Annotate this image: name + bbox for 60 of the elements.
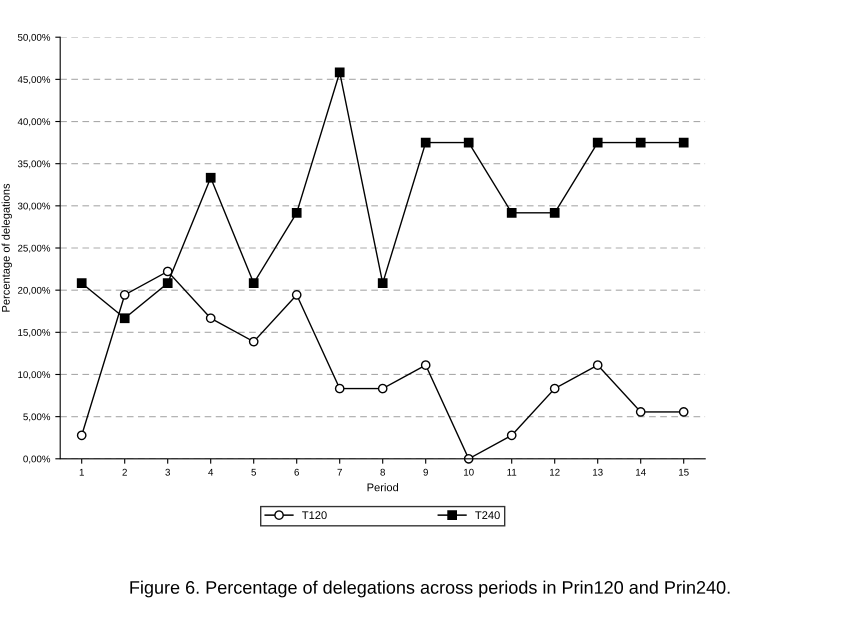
x-tick-label: 14 <box>636 468 646 476</box>
x-tick-label: 9 <box>423 468 428 476</box>
y-axis-title: Percentage of delegations <box>2 184 12 312</box>
point <box>120 313 130 324</box>
x-tick-label: 7 <box>337 468 342 476</box>
y-tick-label: 20,00% <box>18 286 50 295</box>
legend-label: T120 <box>302 511 327 520</box>
point <box>506 430 517 440</box>
y-tick-label: 15,00% <box>18 329 50 338</box>
point <box>292 290 302 300</box>
x-tick-label: 15 <box>679 468 689 476</box>
x-tick-label: 4 <box>208 468 214 476</box>
x-tick-label: 13 <box>593 468 603 476</box>
x-tick-label: 12 <box>550 468 560 476</box>
caption: Figure 6. Percentage of delegations across periods in Prin120 and Prin240. <box>130 580 730 598</box>
y-tick-label: 50,00% <box>18 34 50 42</box>
point <box>248 336 259 347</box>
point <box>592 138 603 148</box>
y-tick-label: 10,00% <box>18 371 50 380</box>
y-tick-label: 40,00% <box>18 118 50 126</box>
x-tick-label: 2 <box>122 468 127 476</box>
x-tick-label: 1 <box>80 468 84 476</box>
y-tick-label: 35,00% <box>18 160 50 168</box>
y-tick-label: 45,00% <box>18 76 50 84</box>
point <box>636 138 646 148</box>
point <box>506 208 517 218</box>
point <box>162 266 173 276</box>
point <box>334 68 345 78</box>
y-tick-label: 30,00% <box>18 202 50 211</box>
point <box>420 138 431 148</box>
y-tick-label: 25,00% <box>18 244 50 253</box>
x-tick-label: 11 <box>507 468 516 476</box>
x-tick-label: 5 <box>251 468 256 476</box>
point <box>420 360 431 370</box>
point <box>464 138 474 148</box>
x-tick-label: 8 <box>380 468 385 476</box>
point <box>550 384 560 394</box>
point <box>678 138 689 148</box>
point <box>592 360 603 370</box>
point <box>206 313 216 324</box>
x-tick-label: 6 <box>294 468 299 476</box>
point <box>120 290 130 300</box>
y-tick-label: 0,00% <box>23 456 50 464</box>
point <box>678 407 689 417</box>
x-tick-label: 3 <box>165 468 170 476</box>
y-tick-label: 5,00% <box>23 413 50 422</box>
point <box>76 278 87 288</box>
x-axis-title: Period <box>368 483 398 492</box>
point <box>76 430 87 440</box>
point <box>206 172 216 183</box>
point <box>378 384 388 394</box>
point <box>248 278 259 288</box>
point <box>334 384 345 394</box>
legend-label: T240 <box>475 511 500 520</box>
point <box>162 278 173 288</box>
point <box>378 278 388 288</box>
point <box>292 208 302 218</box>
x-tick-label: 10 <box>464 468 474 476</box>
point <box>636 407 646 417</box>
point <box>550 208 560 218</box>
